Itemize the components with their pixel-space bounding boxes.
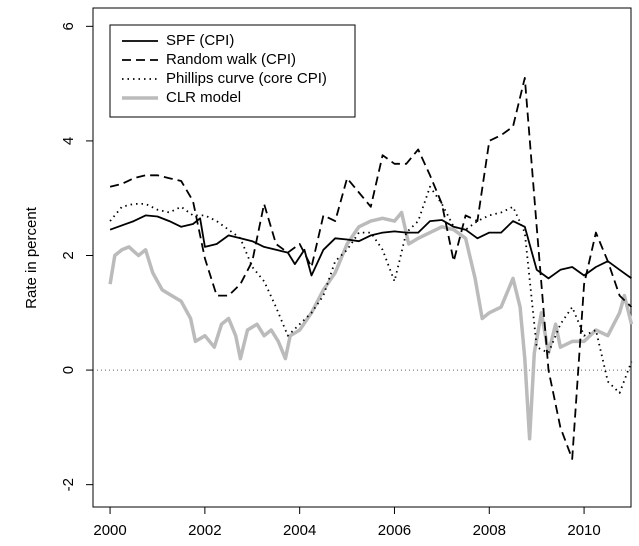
series-line [108, 210, 634, 441]
x-tick-label: 2004 [283, 522, 316, 539]
legend-label: Phillips curve (core CPI) [166, 70, 327, 87]
x-tick-label: 2006 [378, 522, 411, 539]
y-tick-label: -2 [60, 478, 77, 491]
legend-label: SPF (CPI) [166, 32, 234, 49]
y-tick-label: 2 [60, 251, 77, 259]
y-tick-label: 0 [60, 366, 77, 374]
x-tick-label: 2008 [473, 522, 506, 539]
plot-frame [92, 7, 632, 508]
legend-label: Random walk (CPI) [166, 51, 296, 68]
x-tick-label: 2010 [567, 522, 600, 539]
series-line [109, 185, 633, 394]
series-line [109, 77, 633, 460]
y-axis-label: Rate in percent [23, 206, 40, 309]
y-tick-label: 6 [60, 22, 77, 30]
legend-label: CLR model [166, 89, 241, 106]
x-tick-label: 2000 [93, 522, 126, 539]
y-tick-label: 4 [60, 137, 77, 145]
series-line [109, 214, 633, 280]
x-tick-label: 2002 [188, 522, 221, 539]
